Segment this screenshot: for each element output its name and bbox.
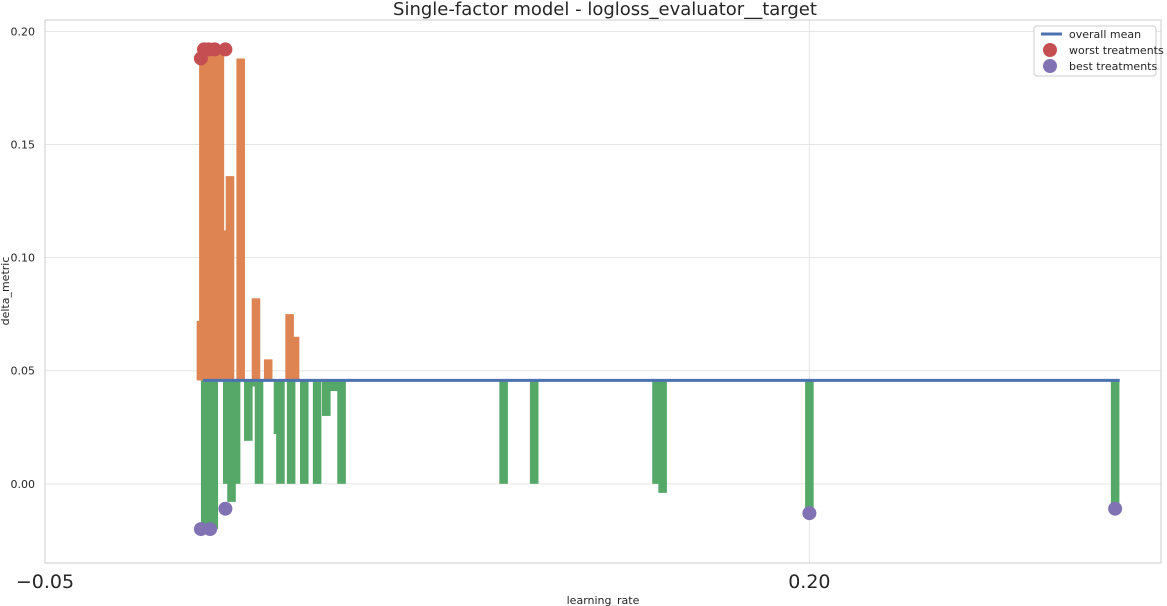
bar-below-mean <box>254 380 264 484</box>
bar-above-mean <box>251 298 261 381</box>
y-tick-label: 0.20 <box>11 25 36 38</box>
legend-swatch-dot <box>1043 43 1057 57</box>
legend-box <box>1033 25 1157 77</box>
bar-below-mean <box>299 380 309 484</box>
bar-below-mean <box>231 380 241 484</box>
bar-above-mean <box>263 359 273 381</box>
y-axis-label: delta_metric <box>0 257 12 326</box>
legend-label: worst treatments <box>1069 44 1164 57</box>
legend: overall mean worst treatments best treatme… <box>1033 25 1164 77</box>
bar-below-mean <box>329 380 339 392</box>
bar-above-mean <box>205 49 215 381</box>
legend-label: overall mean <box>1069 28 1141 41</box>
bar-above-mean <box>215 49 225 381</box>
x-tick-label: −0.05 <box>16 571 74 593</box>
bar-below-mean <box>276 380 285 484</box>
legend-swatch-dot <box>1043 59 1057 73</box>
bar-above-mean <box>290 336 300 381</box>
bar-below-mean <box>805 380 814 514</box>
y-tick-label: 0.15 <box>11 138 36 151</box>
bar-below-mean <box>529 380 539 484</box>
y-tick-label: 0.05 <box>11 365 36 378</box>
bar-below-mean <box>1110 380 1120 509</box>
bar-below-mean <box>322 380 331 416</box>
bar-above-mean <box>225 176 235 381</box>
bar-below-mean <box>337 380 346 484</box>
best-treatment-point <box>1108 501 1123 516</box>
bar-below-mean <box>244 380 253 441</box>
bars-layer <box>196 49 1120 530</box>
bar-below-mean <box>286 380 296 484</box>
worst-treatment-point <box>207 42 222 57</box>
bar-below-mean <box>227 380 236 502</box>
bar-below-mean <box>652 380 661 484</box>
best-treatment-point <box>203 522 218 537</box>
chart-title: Single-factor model - logloss_evaluator_… <box>393 0 817 20</box>
bar-below-mean <box>312 380 322 484</box>
ticks-layer: 0.00 0.05 0.10 0.15 0.20 −0.05 0.20 <box>11 25 831 593</box>
bar-below-mean <box>209 380 219 530</box>
x-tick-label: 0.20 <box>788 571 830 593</box>
y-tick-label: 0.00 <box>11 478 36 491</box>
worst-treatment-point <box>218 42 233 57</box>
best-treatment-point <box>218 501 233 516</box>
bar-below-mean <box>658 380 667 493</box>
legend-label: best treatments <box>1069 60 1157 73</box>
bar-below-mean <box>200 380 210 530</box>
bar-below-mean <box>248 380 258 387</box>
bar-above-mean <box>285 314 294 381</box>
points-layer <box>193 42 1123 537</box>
x-axis-label: learning_rate <box>567 594 640 606</box>
bar-above-mean <box>236 58 245 381</box>
y-tick-label: 0.10 <box>11 252 36 265</box>
bar-above-mean <box>218 230 228 381</box>
plot-area-frame <box>44 19 1162 564</box>
best-treatment-point <box>802 506 817 521</box>
bar-below-mean <box>499 380 508 484</box>
